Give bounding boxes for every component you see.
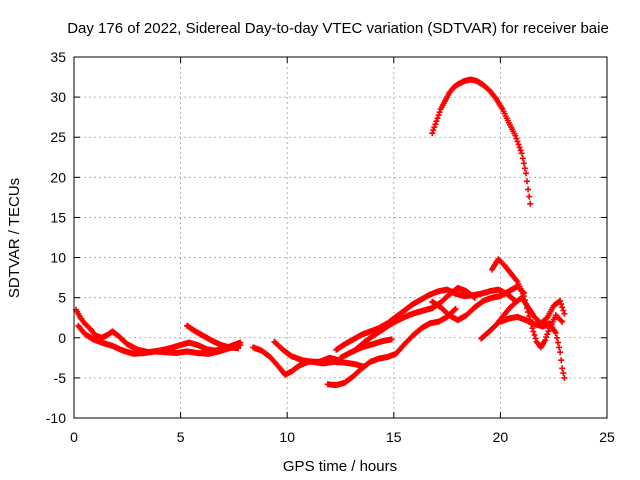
- series-markers: [73, 306, 244, 356]
- y-tick-label: 30: [50, 89, 66, 105]
- chart-title: Day 176 of 2022, Sidereal Day-to-day VTE…: [67, 20, 609, 37]
- series-arc-j: [429, 283, 527, 324]
- series-arc-c: [184, 322, 242, 352]
- series-markers: [337, 336, 395, 361]
- data-points: [73, 76, 568, 389]
- y-axis-label: SDTVAR / TECUs: [6, 178, 23, 298]
- y-tick-label: -10: [46, 410, 66, 426]
- plot-frame: [73, 56, 608, 419]
- x-tick-label: 20: [493, 429, 509, 445]
- y-tick-label: 20: [50, 169, 66, 185]
- y-tick-label: 25: [50, 129, 66, 145]
- y-tick-label: 10: [50, 250, 66, 266]
- series-markers: [75, 322, 244, 357]
- series-markers: [429, 283, 527, 324]
- y-tick-label: 15: [50, 209, 66, 225]
- series-arc-i: [337, 336, 395, 361]
- series-arc-e: [271, 338, 367, 370]
- series-arc-m: [497, 313, 568, 381]
- x-tick-label: 15: [386, 429, 402, 445]
- series-markers: [497, 313, 568, 381]
- series-arc-b: [75, 322, 244, 357]
- x-tick-label: 5: [177, 429, 185, 445]
- x-tick-label: 25: [599, 429, 615, 445]
- y-tick-label: 5: [58, 290, 66, 306]
- series-arc-n: [429, 76, 534, 207]
- series-arc-f: [324, 305, 459, 389]
- series-markers: [184, 322, 242, 352]
- series-arc-g: [333, 286, 519, 353]
- series-markers: [324, 305, 459, 389]
- series-markers: [271, 338, 367, 370]
- series-arc-a: [73, 306, 244, 356]
- y-tick-label: 0: [58, 330, 66, 346]
- x-tick-label: 0: [70, 429, 78, 445]
- x-axis-label: GPS time / hours: [283, 458, 397, 475]
- axis-ticks: 0 5 10 15 20 25 -10 -5 0 5 10 15 20 25 30 35: [46, 49, 615, 445]
- series-markers: [429, 76, 534, 207]
- x-tick-label: 10: [279, 429, 295, 445]
- y-tick-label: 35: [50, 49, 66, 65]
- y-tick-label: -5: [54, 370, 67, 386]
- series-markers: [333, 286, 519, 353]
- grid: [74, 57, 607, 418]
